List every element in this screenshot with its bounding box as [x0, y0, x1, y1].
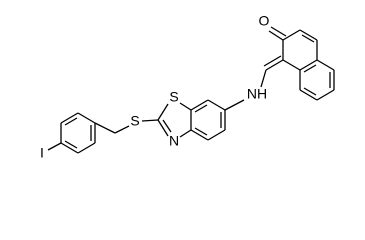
atom-label: I [40, 145, 44, 161]
bond [207, 99, 226, 111]
bond [270, 26, 287, 37]
bond [282, 59, 301, 71]
bond [268, 30, 284, 41]
atom-label: O [259, 13, 270, 29]
bond [179, 102, 192, 111]
atom-label: S [130, 113, 139, 129]
bond [194, 127, 208, 136]
bond [190, 129, 209, 141]
bond [263, 55, 282, 67]
structure-diagram: O NH S N S I [40, 13, 335, 161]
bonds [47, 26, 335, 154]
bond [64, 140, 78, 149]
bond [316, 89, 335, 101]
bond [114, 125, 130, 134]
bond [77, 112, 96, 124]
bond [94, 122, 116, 134]
atom-labels: O NH S N S I [40, 13, 270, 161]
bond [162, 119, 172, 133]
bond [224, 99, 245, 111]
atom-label: NH [247, 86, 267, 102]
atom-label: S [169, 89, 178, 105]
bond [157, 119, 169, 137]
bond [316, 59, 335, 71]
bond [260, 69, 267, 88]
bond [64, 117, 78, 126]
bond [194, 104, 208, 113]
bond [47, 142, 62, 151]
bond [60, 142, 79, 154]
bond [303, 87, 317, 96]
atom-label: N [169, 133, 179, 149]
bond [265, 59, 284, 71]
bond [299, 89, 318, 101]
bond [157, 103, 169, 121]
bond [207, 129, 226, 141]
bond [282, 29, 301, 41]
bond [60, 112, 79, 124]
bond [303, 64, 317, 73]
bond [301, 34, 315, 43]
bond [299, 59, 318, 71]
bond [179, 129, 192, 138]
bond [141, 119, 159, 122]
bond [77, 142, 96, 154]
bond [190, 99, 209, 111]
bond [299, 29, 318, 41]
